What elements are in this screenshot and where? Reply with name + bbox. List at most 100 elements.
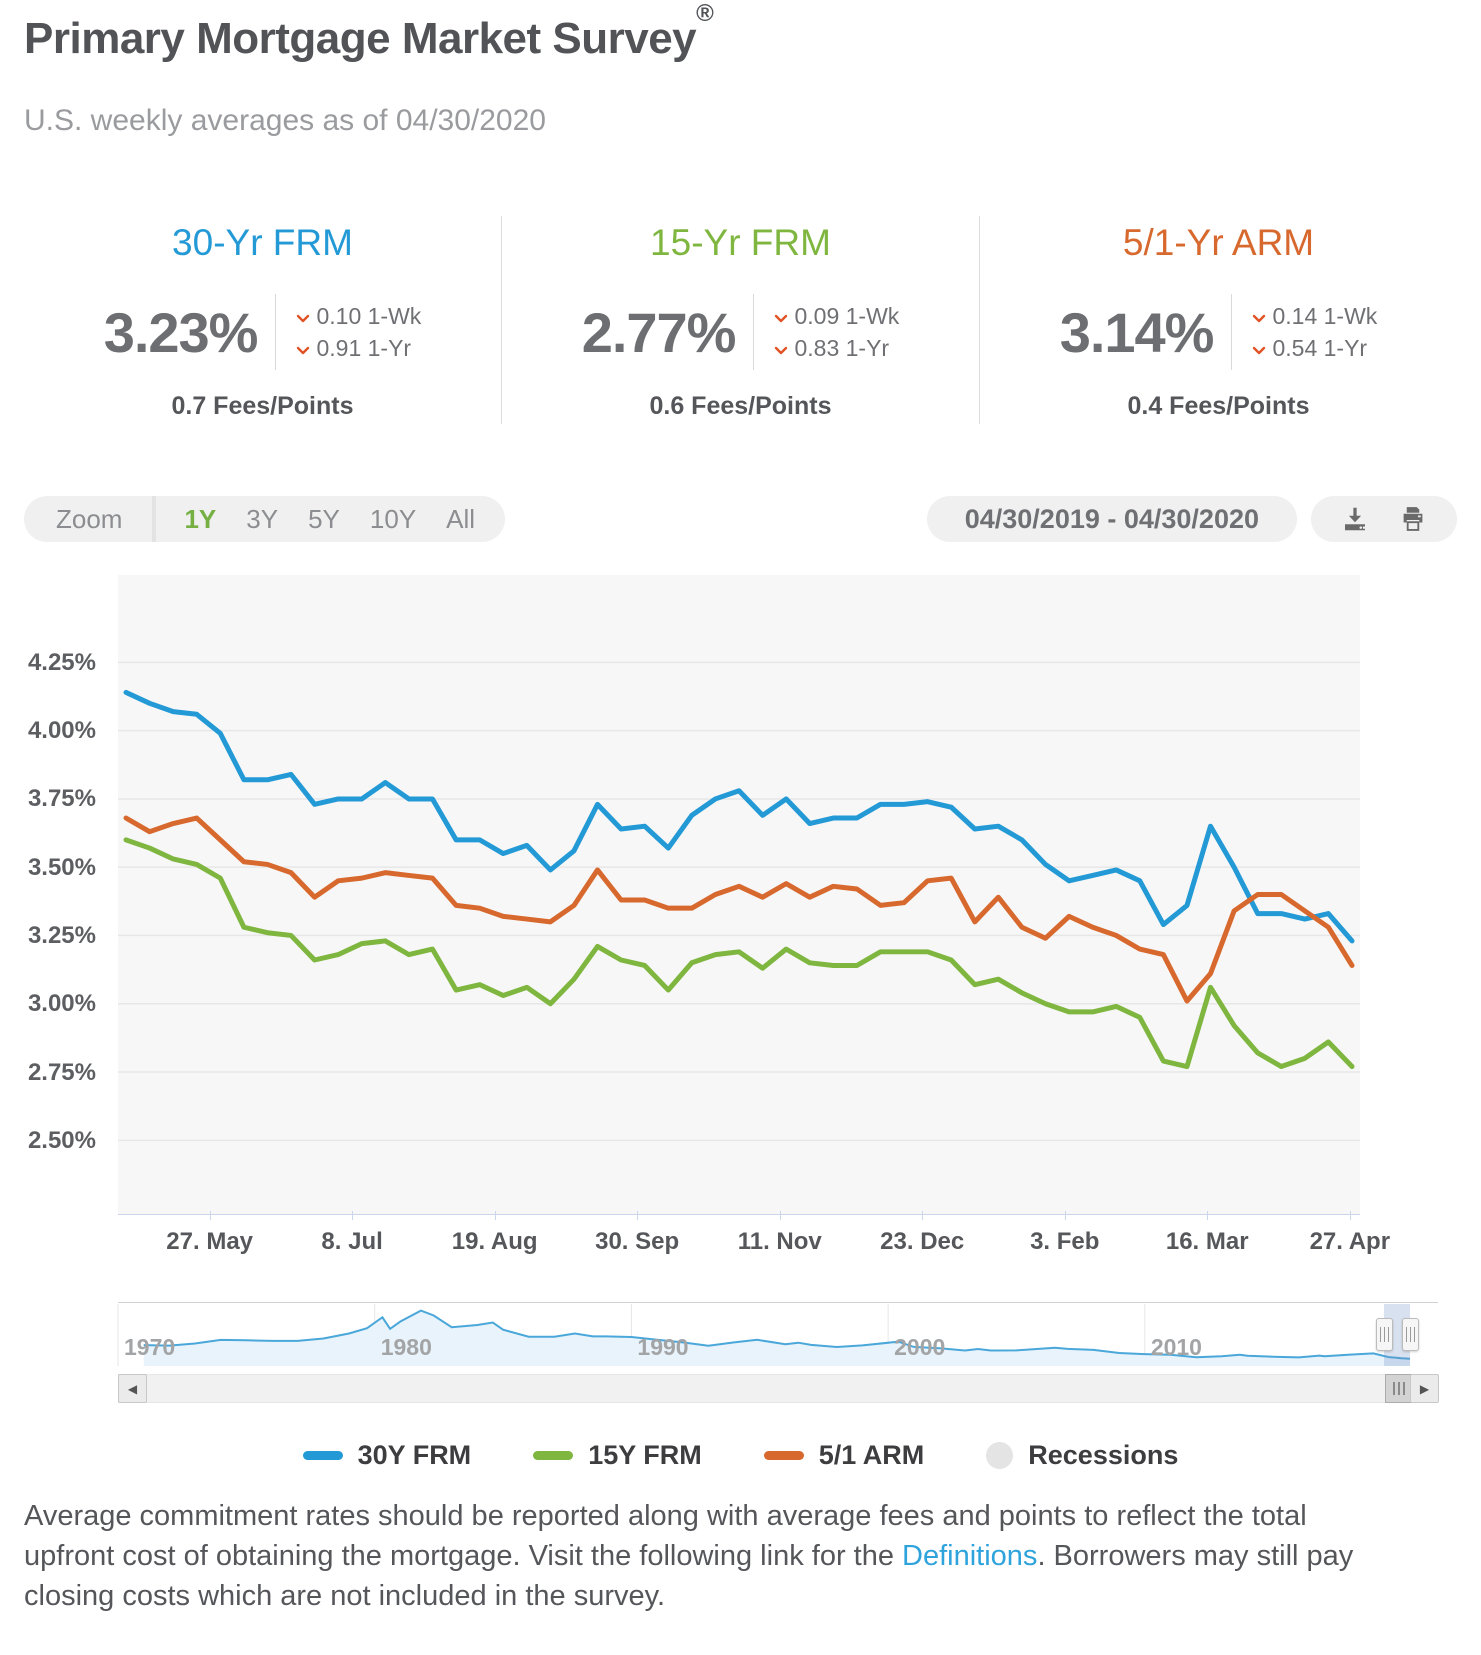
year-change-row: 0.54 1-Yr [1252,335,1367,361]
y-axis-label: 3.00% [27,990,96,1018]
stat-51arm-rate: 3.14% [1059,300,1215,364]
grip-icon [1397,1382,1400,1395]
divider [753,294,755,370]
chart-toolbar: Zoom 1Y 3Y 5Y 10Y All 04/30/2019 - 04/30… [24,496,1457,542]
stat-51arm-fees: 0.4 Fees/Points [1127,392,1310,420]
registered-mark: ® [696,0,714,28]
y-axis-label: 2.50% [27,1127,96,1155]
zoom-label: Zoom [56,503,123,534]
navigator-right-handle[interactable] [1402,1318,1419,1351]
week-change-row: 0.10 1-Wk [296,303,421,329]
x-axis-label: 11. Nov [737,1228,822,1255]
stat-15yr-changes: 0.09 1-Wk 0.83 1-Yr [774,300,899,364]
series-line-5-1-arm[interactable] [123,815,1355,1004]
divider [152,496,157,542]
scrollbar-thumb[interactable] [1385,1374,1412,1403]
page-title: Primary Mortgage Market Survey® [24,0,714,64]
stat-51arm-changes: 0.14 1-Wk 0.54 1-Yr [1252,300,1377,364]
range-button-3y[interactable]: 3Y [231,496,293,542]
chevron-down-icon [775,314,788,323]
stat-30yr-rate: 3.23% [103,300,259,364]
line-swatch-icon [763,1451,804,1460]
range-button-5y[interactable]: 5Y [293,496,355,542]
week-change-row: 0.09 1-Wk [774,303,899,329]
legend-label: 15Y FRM [588,1440,702,1470]
range-button-10y[interactable]: 10Y [355,496,431,542]
main-chart-plot[interactable] [118,575,1360,1220]
series-line-15y-frm[interactable] [123,837,1355,1070]
date-range-display[interactable]: 04/30/2019 - 04/30/2020 [926,496,1297,542]
legend-item-30y-frm[interactable]: 30Y FRM [302,1440,472,1471]
scrollbar-left-arrow[interactable]: ◀ [118,1374,147,1403]
x-axis-label: 8. Jul [321,1228,383,1255]
x-axis-tick [922,1211,923,1220]
export-actions [1311,496,1457,542]
navigator-year-label: 1980 [380,1334,432,1360]
chart-navigator[interactable]: 1970 1980 1990 2000 2010 [117,1302,1438,1366]
y-axis-label: 4.00% [27,716,96,744]
x-axis-tick [352,1211,353,1220]
x-axis-label: 27. Apr [1309,1228,1391,1255]
legend-label: 5/1 ARM [818,1440,925,1470]
year-change-value: 0.83 1-Yr [794,335,890,361]
y-axis-label: 2.75% [27,1058,96,1086]
navigator-year-label: 2010 [1150,1334,1202,1360]
chevron-down-icon [297,314,310,323]
print-button[interactable] [1398,504,1428,534]
navigator-history-chart [117,1304,1411,1366]
chevron-down-icon [1253,314,1266,323]
range-button-1y[interactable]: 1Y [156,496,231,542]
download-button[interactable] [1340,504,1370,534]
x-axis-tick [1207,1211,1208,1220]
legend-item-51-arm[interactable]: 5/1 ARM [763,1440,925,1471]
stat-51arm-label: 5/1-Yr ARM [1122,222,1315,263]
legend-item-15y-frm[interactable]: 15Y FRM [533,1440,702,1471]
navigator-year-label: 2000 [894,1334,946,1360]
series-line-30y-frm[interactable] [123,689,1355,944]
week-change-value: 0.09 1-Wk [794,303,900,329]
x-axis-label: 19. Aug [451,1228,538,1255]
year-change-row: 0.91 1-Yr [296,335,411,361]
right-arrow-icon: ▶ [1419,1381,1430,1396]
scrollbar-right-arrow[interactable]: ▶ [1410,1374,1439,1403]
year-change-value: 0.91 1-Yr [316,335,412,361]
disclaimer-pre: Average commitment rates should be repor… [24,1500,1307,1573]
x-axis-tick [637,1211,638,1220]
x-axis-label: 16. Mar [1165,1228,1249,1255]
x-axis-label: 23. Dec [880,1228,965,1255]
divider [1231,294,1233,370]
year-change-row: 0.83 1-Yr [774,335,889,361]
rate-stats-row: 30-Yr FRM 3.23% 0.10 1-Wk 0.91 1-Yr 0.7 … [24,216,1457,424]
download-icon [1345,507,1366,531]
x-axis-tick [780,1211,781,1220]
year-change-value: 0.54 1-Yr [1272,335,1368,361]
x-axis-label: 3. Feb [1030,1228,1100,1255]
stat-30yr-main: 3.23% 0.10 1-Wk 0.91 1-Yr [103,294,421,370]
legend-item-recessions[interactable]: Recessions [986,1440,1178,1471]
legend-label: 30Y FRM [357,1440,472,1470]
y-axis-label: 3.50% [27,853,96,881]
grip-icon [1384,1327,1385,1342]
stat-15yr-main: 2.77% 0.09 1-Wk 0.83 1-Yr [581,294,899,370]
y-axis-label: 3.75% [27,785,96,813]
definitions-link[interactable]: Definitions [902,1540,1038,1573]
disclaimer-text: Average commitment rates should be repor… [24,1496,1354,1616]
stat-15yr-label: 15-Yr FRM [650,222,831,263]
legend-label: Recessions [1028,1440,1179,1470]
navigator-left-handle[interactable] [1376,1318,1393,1351]
line-swatch-icon [533,1451,574,1460]
page-title-text: Primary Mortgage Market Survey [24,14,697,63]
stat-15yr-fees: 0.6 Fees/Points [649,392,832,420]
chart-scrollbar[interactable]: ◀ ▶ [118,1374,1439,1403]
stat-30yr-frm: 30-Yr FRM 3.23% 0.10 1-Wk 0.91 1-Yr 0.7 … [24,216,501,424]
zoom-range-selector: Zoom 1Y 3Y 5Y 10Y All [24,496,506,542]
chart-legend: 30Y FRM 15Y FRM 5/1 ARM Recessions [0,1440,1481,1471]
x-axis-tick [1065,1211,1066,1220]
chevron-down-icon [1253,346,1266,355]
stat-15yr-rate: 2.77% [581,300,737,364]
y-axis-label: 4.25% [27,648,96,676]
range-button-all[interactable]: All [431,496,505,542]
week-change-value: 0.14 1-Wk [1272,303,1378,329]
stat-15yr-frm: 15-Yr FRM 2.77% 0.09 1-Wk 0.83 1-Yr 0.6 … [501,216,979,424]
line-swatch-icon [302,1451,343,1460]
